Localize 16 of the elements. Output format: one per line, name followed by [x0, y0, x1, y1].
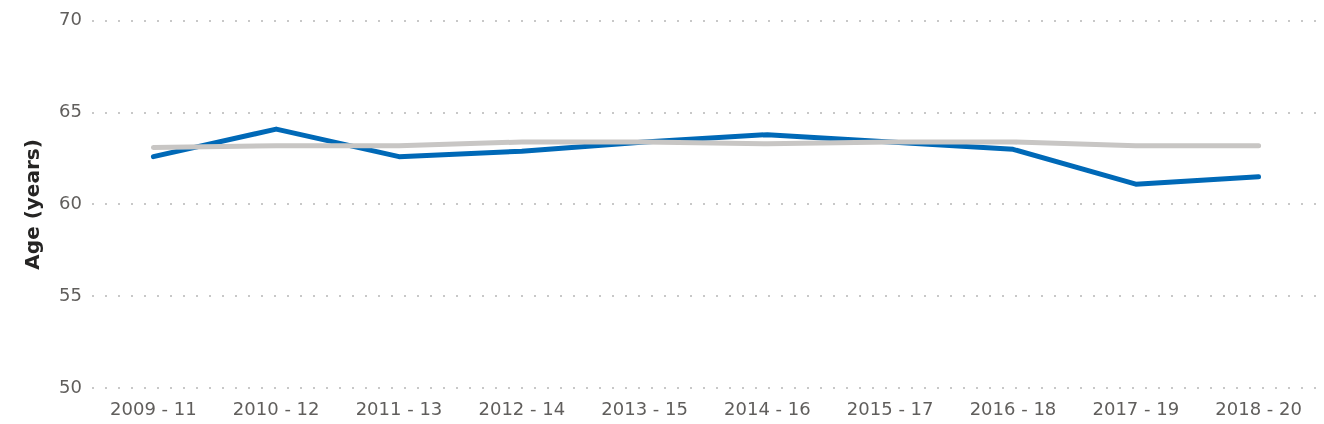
- y-axis-title: Age (years): [20, 139, 45, 270]
- y-tick-label: 70: [59, 8, 82, 30]
- y-tick-label: 55: [59, 283, 82, 305]
- y-tick-label: 65: [59, 100, 82, 122]
- x-tick-label: 2016 - 18: [969, 398, 1057, 420]
- x-tick-label: 2011 - 13: [355, 398, 443, 420]
- x-tick-label: 2012 - 14: [478, 398, 566, 420]
- y-tick-label: 50: [59, 375, 82, 397]
- x-tick-label: 2015 - 17: [846, 398, 934, 420]
- x-tick-label: 2017 - 19: [1092, 398, 1180, 420]
- y-tick-label: 60: [59, 192, 82, 214]
- x-tick-label: 2014 - 16: [724, 398, 811, 420]
- x-tick-label: 2013 - 15: [601, 398, 688, 420]
- x-tick-label: 2010 - 12: [232, 398, 320, 420]
- x-tick-label: 2009 - 11: [110, 398, 197, 420]
- x-tick-label: 2018 - 20: [1215, 398, 1302, 420]
